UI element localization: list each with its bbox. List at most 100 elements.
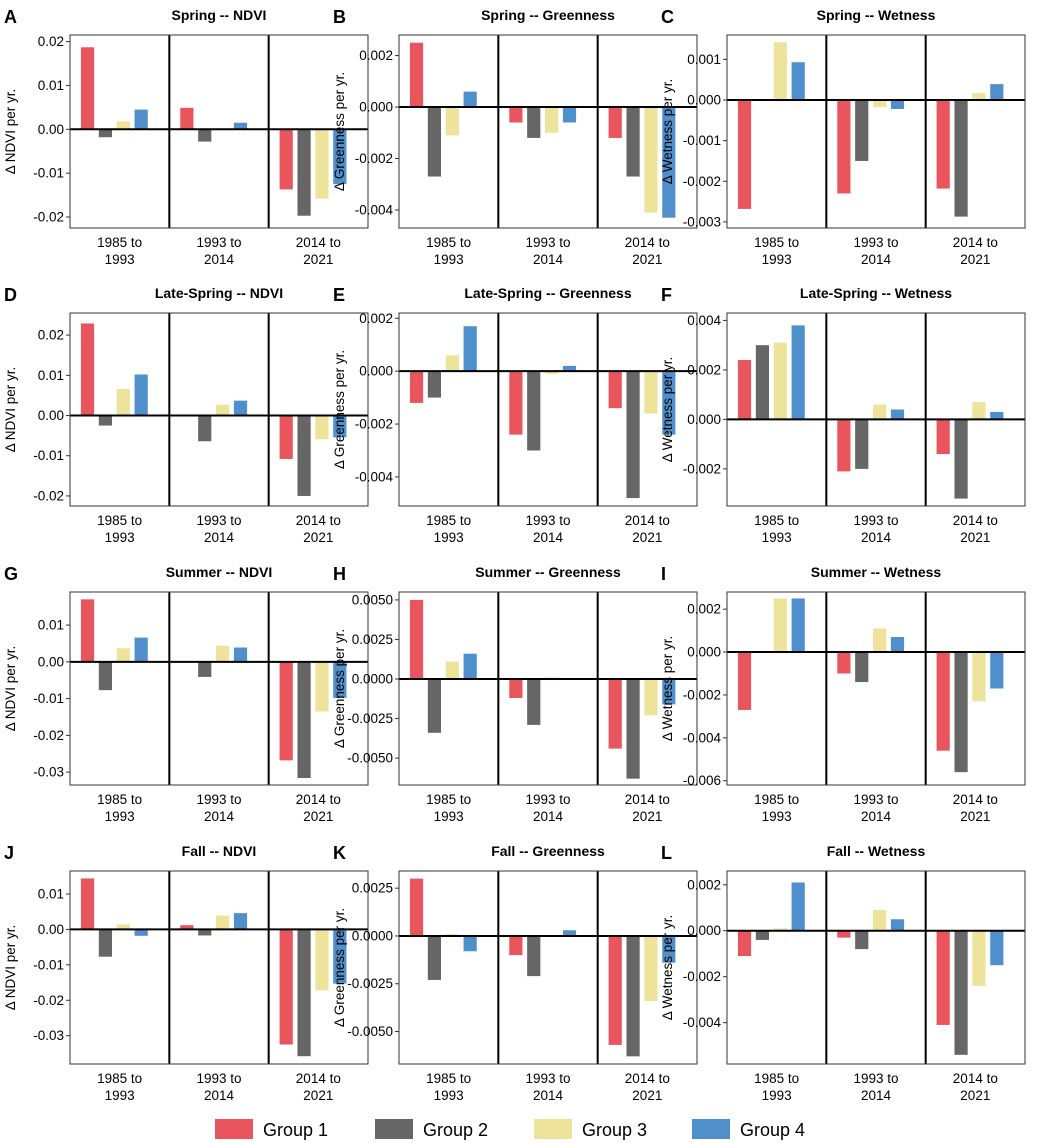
x-tick-label: 2014 xyxy=(204,809,235,824)
bar xyxy=(890,409,905,420)
panel-label: A xyxy=(4,7,17,27)
x-tick-label: 1993 to xyxy=(853,513,898,528)
x-tick-label: 2021 xyxy=(303,1088,333,1103)
x-tick-label: 1993 to xyxy=(853,235,898,250)
bar xyxy=(98,661,113,691)
bar xyxy=(427,935,442,980)
bar xyxy=(315,129,329,199)
x-tick-label: 2014 xyxy=(204,1088,235,1103)
bar xyxy=(198,415,212,442)
y-axis-label: Δ Greenness per yr. xyxy=(332,350,347,469)
bar xyxy=(662,371,676,435)
bar xyxy=(134,374,148,416)
x-tick-label: 2021 xyxy=(303,530,333,545)
x-tick-label: 1985 to xyxy=(97,1071,142,1086)
bar xyxy=(773,342,787,420)
bar xyxy=(890,919,905,931)
x-tick-label: 2014 to xyxy=(953,792,998,807)
x-tick-label: 2014 to xyxy=(625,792,670,807)
bar xyxy=(791,325,805,420)
bar xyxy=(755,930,770,940)
bar xyxy=(297,929,311,1057)
legend-swatch xyxy=(534,1119,572,1139)
y-tick-label: 0.002 xyxy=(687,602,721,617)
bar xyxy=(80,878,95,930)
x-tick-label: 1993 xyxy=(762,530,792,545)
bar xyxy=(333,929,347,984)
y-tick-label: 0.01 xyxy=(38,887,64,902)
x-tick-label: 1993 to xyxy=(196,1071,241,1086)
bar xyxy=(545,107,559,133)
bar xyxy=(737,930,752,957)
x-tick-label: 2014 xyxy=(533,1088,564,1103)
y-tick-label: -0.002 xyxy=(355,151,393,166)
plot-frame xyxy=(69,870,369,1065)
y-tick-label: 0.0050 xyxy=(352,592,393,607)
plot-frame xyxy=(726,312,1026,507)
y-tick-label: 0.01 xyxy=(38,368,64,383)
x-tick-label: 1993 xyxy=(434,530,464,545)
y-tick-label: -0.002 xyxy=(683,969,721,984)
bar xyxy=(936,100,950,189)
bar xyxy=(662,107,676,218)
y-tick-label: -0.03 xyxy=(33,765,64,780)
subplot-c: C Spring -- Wetness 0.001 0.000 -0.001 -0.002… xyxy=(660,7,1026,267)
y-tick-label: 0.000 xyxy=(359,364,393,379)
bar xyxy=(972,93,986,101)
plot-frame xyxy=(726,870,1026,1065)
y-axis-label: Δ Wetness per yr. xyxy=(660,636,675,742)
x-tick-label: 1985 to xyxy=(426,792,471,807)
y-tick-label: 0.000 xyxy=(687,412,721,427)
bar xyxy=(80,599,95,662)
x-tick-label: 1993 to xyxy=(196,235,241,250)
x-tick-label: 1985 to xyxy=(754,513,799,528)
x-tick-label: 2014 xyxy=(533,252,564,267)
y-tick-label: -0.01 xyxy=(33,166,64,181)
bar xyxy=(427,371,442,398)
bar xyxy=(644,935,658,1001)
y-tick-label: 0.000 xyxy=(359,100,393,115)
panel-label: B xyxy=(333,7,346,27)
chart-title: Fall -- Wetness xyxy=(827,843,926,859)
y-tick-label: 0.00 xyxy=(38,408,64,423)
y-axis-label: Δ NDVI per yr. xyxy=(3,646,18,732)
legend-swatch xyxy=(215,1119,253,1139)
bar xyxy=(279,929,293,1045)
bar xyxy=(562,107,577,123)
bar xyxy=(233,122,248,130)
y-tick-label: -0.002 xyxy=(683,461,721,476)
y-tick-label: 0.02 xyxy=(38,328,64,343)
bar xyxy=(990,411,1004,420)
bar xyxy=(315,415,329,440)
chart-title: Spring -- NDVI xyxy=(172,7,267,23)
x-tick-label: 1985 to xyxy=(426,1071,471,1086)
x-tick-label: 2014 to xyxy=(296,235,341,250)
subplot-a: A Spring -- NDVI 0.02 0.01 0.00 -0.01 -0.02 Δ N… xyxy=(3,7,369,267)
y-tick-label: 0.000 xyxy=(687,645,721,660)
legend: Group 1 Group 2 Group 3 Group 4 xyxy=(215,1119,805,1140)
x-tick-label: 1993 xyxy=(762,809,792,824)
chart-title: Summer -- NDVI xyxy=(166,564,273,580)
bar xyxy=(463,326,477,372)
legend-swatch xyxy=(692,1119,730,1139)
x-tick-label: 1985 to xyxy=(426,513,471,528)
bar xyxy=(662,679,676,705)
x-tick-label: 2021 xyxy=(960,252,990,267)
x-tick-label: 2014 to xyxy=(625,1071,670,1086)
x-tick-label: 1993 to xyxy=(525,792,570,807)
x-tick-label: 1993 xyxy=(105,252,135,267)
y-tick-label: -0.01 xyxy=(33,448,64,463)
y-tick-label: -0.002 xyxy=(683,174,721,189)
bar xyxy=(98,129,113,138)
y-tick-label: -0.02 xyxy=(33,728,64,743)
plot-frame xyxy=(398,591,698,786)
bar xyxy=(608,935,622,1045)
panel-label: E xyxy=(333,285,345,305)
bar xyxy=(409,42,424,108)
x-tick-label: 2021 xyxy=(632,252,662,267)
bar xyxy=(116,648,130,662)
bar xyxy=(463,91,477,108)
bar xyxy=(737,652,752,710)
bar xyxy=(791,62,805,101)
legend-item: Group 3 xyxy=(534,1119,647,1140)
